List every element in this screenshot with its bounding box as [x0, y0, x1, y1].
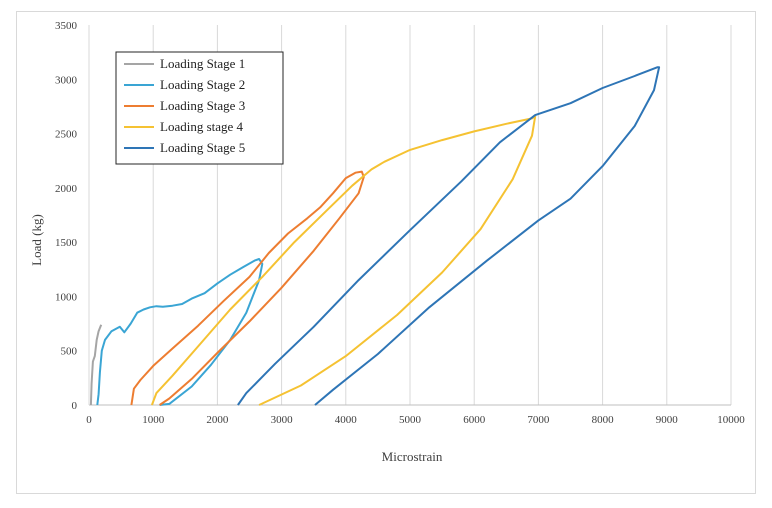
- x-tick-label: 3000: [271, 414, 294, 426]
- legend-entry: Loading Stage 3: [160, 98, 245, 113]
- legend: Loading Stage 1 Loading Stage 2 Loading St…: [115, 51, 284, 165]
- x-tick-label: 2000: [206, 414, 229, 426]
- x-tick-label: 9000: [656, 414, 679, 426]
- y-tick-label: 0: [72, 400, 78, 412]
- series-line-stage-2: [96, 258, 264, 406]
- y-tick-label: 3000: [55, 74, 78, 86]
- axes: [88, 25, 731, 406]
- y-tick-label: 3500: [55, 20, 78, 32]
- legend-entry: Loading Stage 5: [160, 140, 245, 155]
- series-line-stage-5: [237, 66, 661, 406]
- legend-box: [115, 51, 284, 165]
- series-line-stage-4: [150, 115, 537, 406]
- y-tick-labels: 0 500 1000 1500 2000 2500 3000 3500: [55, 20, 78, 412]
- x-tick-label: 0: [86, 414, 92, 426]
- x-tick-label: 7000: [527, 414, 550, 426]
- series-lines: [89, 66, 661, 406]
- x-tick-label: 8000: [592, 414, 615, 426]
- y-tick-label: 2000: [55, 183, 78, 195]
- legend-entry: Loading stage 4: [160, 119, 244, 134]
- x-tick-labels: 0 1000 2000 3000 4000 5000 6000 7000 8000 9000 100…: [86, 414, 745, 426]
- x-tick-label: 4000: [335, 414, 358, 426]
- x-tick-label: 5000: [399, 414, 422, 426]
- y-axis-title: Load (kg): [29, 214, 44, 266]
- chart-frame: 0 1000 2000 3000 4000 5000 6000 7000 8000 9000 100…: [16, 11, 756, 494]
- x-tick-label: 1000: [142, 414, 165, 426]
- x-axis-title: Microstrain: [382, 449, 443, 464]
- y-tick-label: 2500: [55, 129, 78, 141]
- legend-entry: Loading Stage 1: [160, 56, 245, 71]
- x-tick-label: 10000: [717, 414, 745, 426]
- y-tick-label: 500: [61, 346, 78, 358]
- x-tick-label: 6000: [463, 414, 486, 426]
- line-chart: 0 1000 2000 3000 4000 5000 6000 7000 8000 9000 100…: [29, 20, 745, 464]
- legend-entry: Loading Stage 2: [160, 77, 245, 92]
- y-tick-label: 1500: [55, 237, 78, 249]
- y-tick-label: 1000: [55, 291, 78, 303]
- series-line-stage-1: [89, 324, 103, 406]
- series-line-stage-3: [130, 170, 365, 406]
